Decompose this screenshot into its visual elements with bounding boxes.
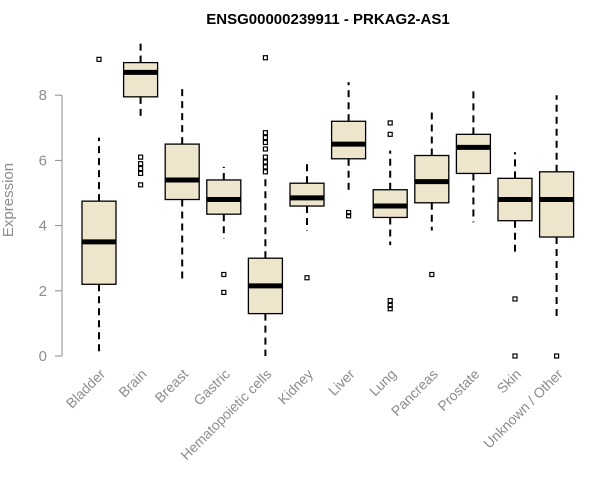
x-tick-label: Brain	[115, 366, 149, 400]
x-tick-label: Liver	[325, 366, 358, 399]
box-gastric	[206, 166, 242, 296]
outlier-point	[262, 134, 268, 141]
box-kidney	[289, 163, 325, 281]
x-tick-label: Kidney	[275, 366, 317, 408]
box-hematopoietic-cells	[247, 55, 284, 356]
y-tick-label: 4	[39, 218, 47, 235]
box-pancreas	[414, 108, 450, 278]
box-bladder	[81, 56, 117, 356]
box-lung	[372, 120, 408, 312]
outlier-point	[138, 170, 144, 177]
outlier-point	[262, 146, 268, 152]
outlier-point	[262, 159, 268, 165]
outlier-point	[346, 209, 352, 216]
outlier-point	[512, 353, 518, 359]
box-iqr	[122, 61, 159, 98]
outlier-point	[221, 271, 227, 278]
outlier-point	[138, 161, 144, 167]
box-iqr	[289, 182, 325, 207]
outlier-point	[512, 296, 518, 302]
x-tick-label: Breast	[151, 366, 191, 406]
box-iqr	[455, 133, 492, 175]
outlier-point	[262, 169, 268, 175]
outlier-point	[429, 271, 435, 278]
outlier-point	[387, 306, 393, 312]
x-tick-label: Prostate	[434, 366, 482, 414]
outlier-point	[262, 55, 268, 61]
x-tick-label: Bladder	[63, 366, 109, 412]
outlier-point	[138, 182, 144, 188]
box-skin	[497, 152, 533, 359]
outlier-point	[553, 353, 560, 359]
outlier-point	[262, 164, 268, 170]
x-tick-label: Unknown / Other	[480, 366, 566, 452]
y-axis: 0 2 4 6 8	[39, 87, 63, 365]
outlier-point	[138, 165, 144, 172]
x-tick-label: Skin	[494, 366, 525, 397]
outlier-point	[387, 302, 393, 309]
box-iqr	[330, 120, 367, 160]
outlier-point	[387, 297, 393, 304]
box-unknown-other	[538, 95, 575, 359]
outlier-point	[387, 120, 393, 126]
box-iqr	[538, 171, 575, 238]
y-tick-label: 0	[39, 348, 47, 365]
outlier-point	[262, 154, 268, 160]
outlier-point	[304, 275, 310, 281]
outlier-point	[138, 154, 144, 160]
outlier-point	[221, 289, 227, 296]
outlier-point	[262, 130, 268, 136]
outlier-point	[96, 56, 102, 62]
box-breast	[164, 85, 200, 282]
y-axis-label: Expression	[0, 163, 17, 237]
y-tick-label: 8	[39, 87, 47, 104]
chart-title: ENSG00000239911 - PRKAG2-AS1	[206, 11, 449, 28]
outlier-point	[387, 131, 393, 137]
box-prostate	[455, 87, 492, 223]
y-tick-label: 6	[39, 152, 47, 169]
outlier-point	[262, 139, 268, 146]
boxes	[81, 43, 575, 359]
box-iqr	[164, 143, 200, 201]
x-tick-label: Lung	[366, 366, 399, 399]
box-liver	[330, 82, 367, 219]
y-tick-label: 2	[39, 283, 47, 300]
box-brain	[122, 43, 159, 188]
outlier-point	[346, 213, 352, 219]
